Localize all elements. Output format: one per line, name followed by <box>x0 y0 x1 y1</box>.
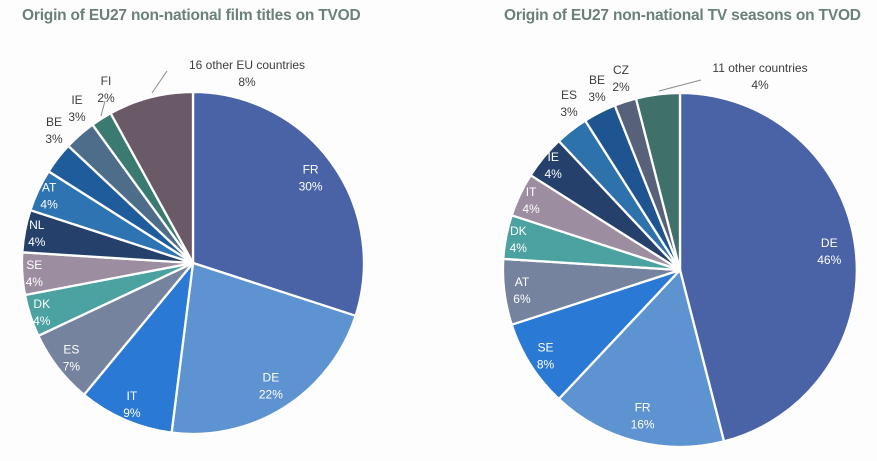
pie-0-label-at: AT 4% <box>40 180 58 211</box>
pie-1-label-ie: IE 4% <box>544 150 562 181</box>
pie-0-label-fr: FR 30% <box>299 163 323 194</box>
pie-0-label-it: IT 9% <box>123 389 141 420</box>
pie-1-label-at: AT 6% <box>513 275 531 306</box>
pie-1-slice-se <box>510 268 682 401</box>
pie-1-label-it: IT 4% <box>522 185 540 216</box>
pie-1-label-11-other-countries: 11 other countries 4% <box>712 61 807 92</box>
pie-0-label-dk: DK 4% <box>33 297 51 328</box>
pie-0-label-nl: NL 4% <box>28 218 46 249</box>
pie-0-slice-it <box>82 261 195 434</box>
pie-0-label-de: DE 22% <box>259 371 283 402</box>
pie-1-slice-11-other-countries <box>634 91 682 272</box>
pie-0-label-16-other-eu-countries: 16 other EU countries 8% <box>189 58 305 89</box>
pie-0-label-es: ES 7% <box>63 342 81 373</box>
pie-1-label-cz: CZ 2% <box>612 63 630 94</box>
pie-1-label-de: DE 46% <box>817 236 841 267</box>
pie-1-label-se: SE 8% <box>537 340 555 371</box>
pie-1-label-be: BE 3% <box>588 73 606 104</box>
pie-0-leader-line-fi <box>100 100 106 117</box>
pie-1-label-dk: DK 4% <box>510 224 528 255</box>
pie-0-leader-line-16-other-eu-countries <box>151 70 168 94</box>
pie-0-label-se: SE 4% <box>26 258 44 289</box>
pie-1-label-es: ES 3% <box>560 88 578 119</box>
pie-1-leader-line-11-other-countries <box>658 79 702 92</box>
film-titles-chart-title: Origin of EU27 non-national film titles … <box>22 7 361 24</box>
pie-0-slice-fr <box>191 90 366 317</box>
pie-0-label-fi: FI 2% <box>97 74 115 105</box>
pie-0-slice-16-other-eu-countries <box>109 90 195 265</box>
pie-0-label-ie: IE 3% <box>68 93 86 124</box>
pie-0-slice-de <box>170 261 357 436</box>
pie-1-slice-fr <box>557 268 726 449</box>
tv-seasons-chart-title: Origin of EU27 non-national TV seasons o… <box>504 7 861 24</box>
pie-0-label-be: BE 3% <box>45 115 63 146</box>
pie-1-label-fr: FR 16% <box>631 401 655 432</box>
pie-1-slice-de <box>678 91 858 443</box>
